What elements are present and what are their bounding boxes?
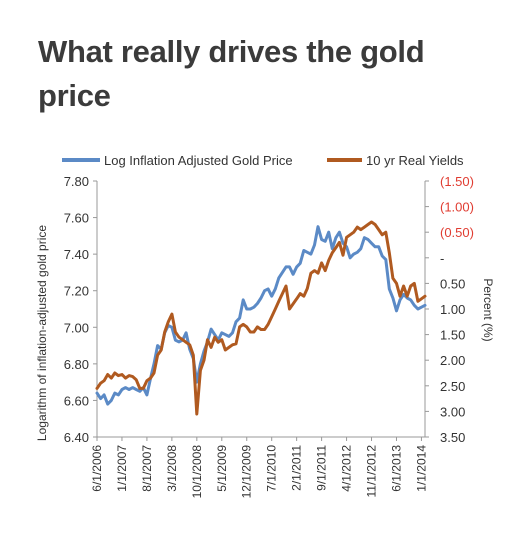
right-tick-label: 0.50	[440, 276, 465, 291]
series-line-real-yields	[95, 220, 427, 416]
x-tick-label: 1/1/2014	[414, 445, 428, 492]
x-tick-label: 12/1/2009	[240, 445, 254, 499]
legend: Log Inflation Adjusted Gold Price 10 yr R…	[62, 153, 464, 168]
right-tick-label: 2.50	[440, 379, 465, 394]
x-tick-label: 9/1/2011	[315, 445, 329, 491]
left-tick-label: 7.80	[64, 174, 89, 189]
x-tick-label: 10/1/2008	[190, 445, 204, 499]
legend-label: Log Inflation Adjusted Gold Price	[104, 153, 293, 168]
right-tick-label: (1.00)	[440, 200, 474, 215]
right-tick-label: 3.50	[440, 430, 465, 445]
left-tick-label: 6.40	[64, 430, 89, 445]
x-tick-label: 7/1/2010	[265, 445, 279, 492]
x-tick-label: 2/1/2011	[290, 445, 304, 491]
axes: 6.40 6.60 6.80 7.00 7.20 7.40 7.60 7.80 (1.50) (1…	[64, 174, 474, 498]
right-tick-label: 3.00	[440, 404, 465, 419]
x-tick-label: 8/1/2007	[140, 445, 154, 492]
right-tick-label: (1.50)	[440, 174, 474, 189]
right-tick-label: 2.00	[440, 353, 465, 368]
series-line-gold-price	[95, 225, 427, 406]
left-tick-label: 7.00	[64, 320, 89, 335]
x-tick-label: 6/1/2006	[90, 445, 104, 492]
x-tick-label: 3/1/2008	[165, 445, 179, 492]
left-tick-label: 6.60	[64, 393, 89, 408]
right-tick-label: -	[440, 251, 444, 266]
right-tick-label: 1.50	[440, 328, 465, 343]
left-tick-label: 6.80	[64, 357, 89, 372]
left-tick-label: 7.20	[64, 284, 89, 299]
x-tick-label: 5/1/2009	[215, 445, 229, 492]
plot-area	[95, 220, 427, 416]
left-tick-label: 7.60	[64, 211, 89, 226]
x-tick-label: 1/1/2007	[115, 445, 129, 492]
left-tick-label: 7.40	[64, 247, 89, 262]
y-axis-label-left: Logarithm of inflation-adjusted gold pri…	[35, 225, 49, 441]
right-tick-label: (0.50)	[440, 225, 474, 240]
right-tick-label: 1.00	[440, 302, 465, 317]
x-tick-label: 6/1/2013	[389, 445, 403, 492]
y-axis-label-right: Percent (%)	[481, 278, 495, 341]
x-tick-label: 11/1/2012	[365, 445, 379, 498]
legend-label: 10 yr Real Yields	[366, 153, 464, 168]
page-title: What really drives the gold price	[38, 34, 425, 113]
x-tick-label: 4/1/2012	[340, 445, 354, 492]
